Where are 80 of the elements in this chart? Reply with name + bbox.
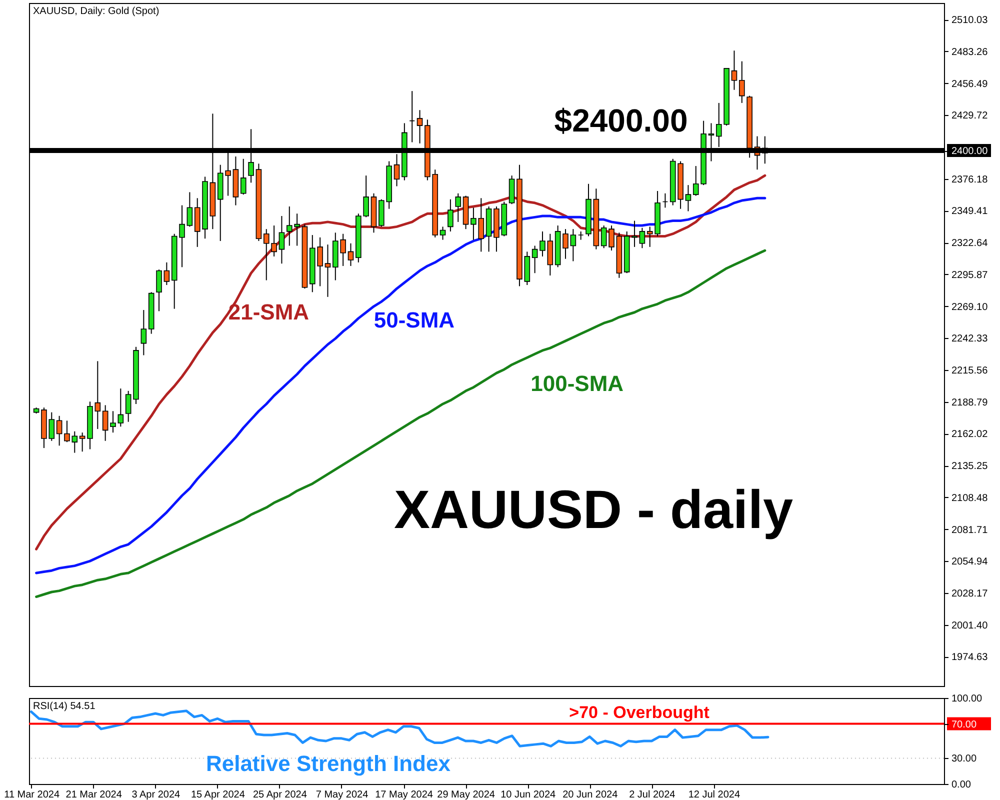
y-tick-label: 2108.48 — [952, 492, 988, 504]
y-tick-label: 2483.26 — [952, 46, 988, 58]
y-tick-label: 2188.79 — [952, 397, 988, 408]
series-label: Relative Strength Index — [206, 750, 452, 776]
x-tick-label: 10 Jun 2024 — [500, 790, 556, 800]
candlestick — [547, 233, 554, 276]
y-tick-label: 70.00 — [952, 719, 977, 730]
x-tick-label: 25 Apr 2024 — [252, 790, 308, 800]
candlestick — [738, 60, 745, 104]
candlestick — [79, 432, 86, 452]
candlestick — [240, 158, 246, 196]
x-tick-label: 2 Jul 2024 — [629, 790, 676, 800]
y-tick-label: 2510.03 — [952, 15, 988, 26]
annotation: XAUUSD - daily — [394, 480, 794, 540]
candlestick — [578, 230, 584, 240]
y-tick-label: 2001.40 — [952, 620, 988, 632]
chart-title: XAUUSD, Daily: Gold (Spot) — [33, 6, 160, 17]
candlestick — [508, 175, 515, 205]
y-tick-label: 2429.72 — [952, 110, 988, 122]
candlestick — [562, 228, 568, 260]
candlestick — [540, 230, 546, 257]
y-tick-label: 2322.64 — [952, 238, 988, 250]
x-tick-label: 11 Mar 2024 — [4, 790, 60, 800]
y-tick-label: 2400.00 — [952, 146, 988, 158]
series-label: 21-SMA — [228, 299, 310, 324]
y-tick-label: 2135.25 — [952, 461, 988, 472]
y-tick-label: 30.00 — [952, 754, 977, 765]
chart-title: RSI(14) 54.51 — [33, 701, 96, 712]
y-tick-label: 2028.17 — [952, 588, 988, 600]
y-tick-label: 2081.71 — [952, 524, 988, 536]
candlestick — [164, 262, 170, 286]
candlestick — [600, 225, 607, 249]
candlestick — [608, 225, 614, 251]
candlestick — [448, 198, 454, 232]
y-tick-label: 0.00 — [952, 780, 972, 790]
x-tick-label: 20 Jun 2024 — [562, 790, 618, 800]
y-tick-label: 2269.10 — [952, 302, 988, 313]
x-tick-label: 17 May 2024 — [375, 790, 434, 800]
candlestick — [409, 90, 416, 143]
candlestick — [278, 215, 285, 264]
y-tick-label: 1974.63 — [952, 652, 988, 664]
ref-line-label: $2400.00 — [554, 102, 688, 139]
ref-line-label: >70 - Overbought — [569, 702, 710, 722]
candlestick — [532, 245, 538, 274]
candlestick — [140, 309, 147, 356]
candlestick — [440, 226, 446, 240]
x-tick-label: 29 May 2024 — [437, 790, 496, 800]
y-tick-label: 2215.56 — [952, 366, 988, 377]
candlestick — [662, 192, 668, 208]
x-tick-label: 12 Jul 2024 — [688, 790, 740, 800]
series-label: 100-SMA — [530, 371, 624, 396]
candlestick — [570, 228, 576, 262]
candlestick — [186, 192, 193, 228]
y-tick-label: 2376.18 — [952, 174, 988, 186]
candlestick — [56, 415, 62, 446]
y-tick-label: 2349.41 — [952, 206, 988, 218]
candlestick — [156, 269, 162, 312]
candlestick — [118, 388, 124, 428]
x-tick-label: 7 May 2024 — [316, 790, 369, 800]
y-tick-label: 2242.33 — [952, 334, 988, 345]
candlestick — [94, 360, 101, 430]
y-tick-label: 2054.94 — [952, 556, 988, 568]
candlestick — [324, 244, 331, 298]
candlestick — [348, 242, 354, 266]
x-tick-label: 3 Apr 2024 — [132, 790, 181, 800]
candlestick — [110, 410, 116, 434]
candlestick — [639, 227, 646, 249]
candlestick — [455, 192, 462, 222]
y-tick-label: 2456.49 — [952, 78, 988, 90]
y-tick-label: 2162.02 — [952, 429, 988, 440]
candlestick — [731, 50, 738, 90]
y-tick-label: 2295.87 — [952, 270, 988, 281]
y-tick-label: 100.00 — [952, 694, 983, 704]
candlestick — [416, 110, 423, 144]
candlestick — [102, 404, 108, 442]
x-tick-label: 15 Apr 2024 — [190, 790, 246, 800]
candlestick — [125, 390, 132, 422]
series-label: 50-SMA — [374, 308, 455, 333]
candlestick — [685, 184, 692, 212]
x-tick-label: 21 Mar 2024 — [66, 790, 122, 800]
